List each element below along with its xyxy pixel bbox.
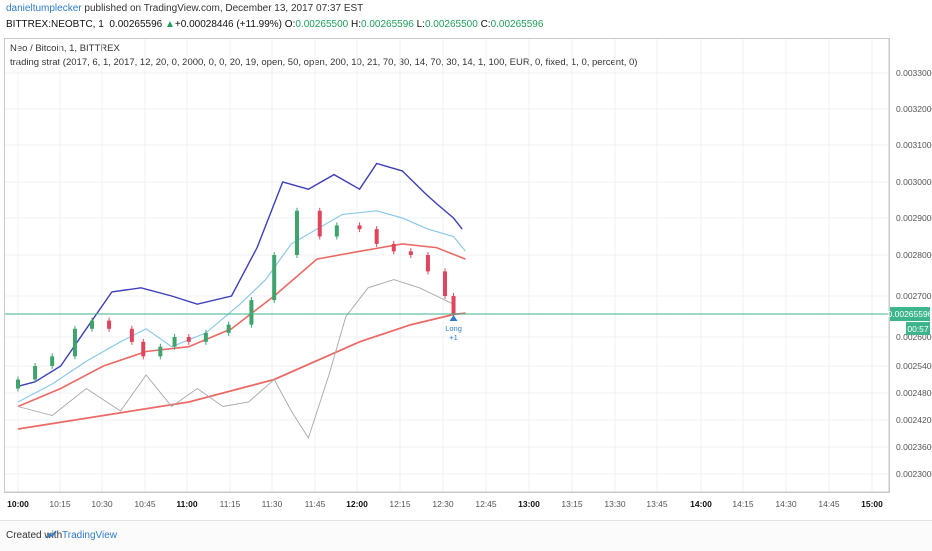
x-tick-label: 10:15 [49, 499, 71, 509]
author-link[interactable]: danieltumplecker [6, 3, 82, 14]
candle-body [374, 229, 379, 244]
x-tick-label: 10:45 [134, 499, 156, 509]
x-tick-label: 11:30 [262, 499, 283, 509]
ohlc-bar: BITTREX:NEOBTC, 1 0.00265596 ▲+0.0002844… [6, 19, 543, 30]
x-tick-label: 13:45 [646, 499, 668, 509]
low-value: 0.00265500 [424, 19, 478, 30]
candle-body [129, 328, 134, 342]
candle-body [158, 346, 163, 357]
strategy-title[interactable]: trading strat (2017, 6, 1, 2017, 12, 20,… [10, 57, 638, 68]
symbol-label: BITTREX:NEOBTC, 1 [6, 19, 104, 30]
candle-body [226, 324, 231, 333]
x-tick-label: 13:30 [604, 499, 626, 509]
up-triangle-icon: ▲ [164, 19, 175, 30]
tradingview-brand[interactable]: TradingView [62, 530, 118, 541]
y-tick-label: 0.00260000 [896, 332, 932, 342]
y-tick-label: 0.00248000 [896, 388, 932, 398]
x-tick-label: 14:00 [690, 499, 712, 509]
candle-body [451, 296, 456, 315]
close-label: C: [480, 19, 491, 30]
ema50-line [17, 243, 466, 408]
candle-body [272, 255, 277, 301]
current-price-tag [890, 307, 930, 322]
x-tick-label: 12:00 [346, 499, 368, 509]
x-tick-label: 13:00 [518, 499, 540, 509]
timer-tag [906, 322, 930, 336]
open-label: O: [284, 19, 296, 30]
y-tick-label: 0.00236000 [896, 442, 932, 452]
created-with-label: Created with [6, 530, 63, 541]
candle-body [16, 379, 20, 389]
x-tick-label: 13:15 [561, 499, 583, 509]
y-tick-label: 0.00270000 [896, 291, 932, 301]
candle-body [334, 225, 339, 237]
y-tick-label: 0.00330000 [896, 68, 932, 78]
candle-body [172, 337, 177, 347]
candle-body [249, 300, 254, 325]
y-tick-label: 0.00230000 [896, 469, 932, 479]
candle-body [408, 251, 413, 255]
candle-body [357, 225, 362, 230]
long-arrow-icon [449, 315, 458, 322]
x-tick-label: 10:00 [7, 499, 29, 509]
publish-info: danieltumplecker published on TradingVie… [6, 3, 363, 14]
series-title[interactable]: Neo / Bitcoin, 1, BITTREX [10, 43, 120, 54]
change-value: +0.00028446 (+11.99%) [174, 19, 283, 30]
candle-body [90, 320, 95, 329]
y-tick-label: 0.00320000 [896, 104, 932, 114]
candle-body [203, 332, 208, 342]
current-price-tag-text: 0.00265596 [888, 309, 932, 319]
x-tick-label: 10:30 [91, 499, 113, 509]
ema200-line [17, 312, 466, 430]
tradingview-logo-icon [46, 530, 57, 539]
candle-body [72, 328, 77, 357]
candle-body [294, 210, 299, 255]
upper_band-line [17, 162, 463, 387]
candle-body [186, 337, 191, 342]
x-tick-label: 14:30 [775, 499, 797, 509]
x-tick-label: 11:45 [305, 499, 326, 509]
price-chart[interactable]: 0.00330000 0.00320000 0.00310000 0.00300000… [0, 0, 932, 520]
y-tick-label: 0.00300000 [896, 177, 932, 187]
candle-body [443, 271, 447, 296]
low-label: L: [416, 19, 425, 30]
footer: Created with TradingView [0, 520, 932, 551]
close-value: 0.00265596 [490, 19, 544, 30]
high-label: H: [350, 19, 361, 30]
y-tick-label: 0.00254000 [896, 361, 932, 371]
x-tick-label: 12:15 [389, 499, 411, 509]
last-price: 0.00265596 [109, 19, 163, 30]
candle-body [425, 255, 430, 272]
y-tick-label: 0.00242000 [896, 415, 932, 425]
timer-tag-text: 00:57 [907, 324, 929, 334]
candle-body [107, 320, 112, 329]
candle-body [33, 366, 38, 380]
y-tick-label: 0.00310000 [896, 140, 932, 150]
y-tick-label: 0.00280000 [896, 250, 932, 260]
x-tick-label: 14:45 [818, 499, 840, 509]
x-tick-label: 15:00 [861, 499, 883, 509]
rsi_line-line [17, 279, 454, 440]
x-tick-label: 11:15 [220, 499, 241, 509]
published-text: published on TradingView.com, December 1… [81, 3, 364, 14]
high-value: 0.00265596 [360, 19, 414, 30]
y-tick-label: 0.00290000 [896, 213, 932, 223]
x-tick-label: 14:15 [732, 499, 754, 509]
x-tick-label: 12:45 [475, 499, 497, 509]
candle-body [141, 341, 146, 357]
candle-body [391, 243, 396, 252]
x-tick-label: 11:00 [176, 499, 198, 509]
open-value: 0.00265500 [295, 19, 349, 30]
long-marker-label: Long [445, 324, 462, 333]
x-tick-label: 12:30 [432, 499, 454, 509]
candle-body [317, 210, 322, 237]
lower_band-line [17, 210, 466, 403]
candle-body [50, 356, 55, 366]
long-marker-qty: +1 [449, 333, 458, 342]
